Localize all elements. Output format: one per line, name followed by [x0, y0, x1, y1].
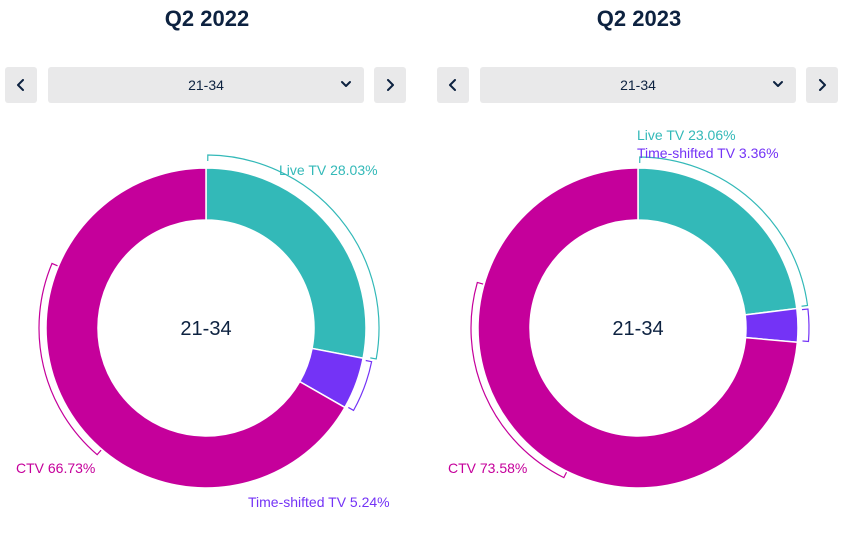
- slice-ctv[interactable]: [477, 167, 799, 489]
- data-label-time-shifted-tv: Time-shifted TV 5.24%: [248, 494, 390, 510]
- next-button[interactable]: [374, 67, 406, 103]
- previous-button[interactable]: [437, 67, 469, 103]
- donut-chart: 21-34 Live TV 28.03% Time-shifted TV 5.24…: [16, 154, 390, 510]
- donut-chart: 21-34 Live TV 23.06% Time-shifted TV 3.36…: [448, 127, 810, 489]
- slice-ctv[interactable]: [45, 167, 346, 489]
- age-group-select-value: 21-34: [188, 77, 224, 93]
- chevron-down-icon: [773, 81, 783, 87]
- center-label: 21-34: [180, 318, 231, 340]
- label-bracket-live-tv: [639, 156, 809, 307]
- chart-title: Q2 2022: [164, 6, 250, 31]
- label-bracket-ctv: [38, 262, 102, 456]
- data-label-ctv: CTV 73.58%: [448, 460, 527, 476]
- label-bracket-time-shifted-tv: [348, 359, 373, 412]
- data-label-live-tv: Live TV 28.03%: [279, 162, 378, 178]
- data-label-time-shifted-tv: Time-shifted TV 3.36%: [637, 145, 779, 161]
- chart-title: Q2 2023: [596, 6, 682, 31]
- data-label-ctv: CTV 66.73%: [16, 460, 95, 476]
- chevron-right-icon: [819, 79, 826, 91]
- chevron-down-icon: [341, 81, 351, 87]
- chevron-right-icon: [387, 79, 394, 91]
- age-group-select[interactable]: 21-34: [480, 67, 796, 103]
- slice-live-tv[interactable]: [637, 167, 798, 316]
- chevron-left-icon: [17, 79, 24, 91]
- chart-panel-q2-2023: Q2 2023 21-34 21-34 Live TV 23.06% Time-s…: [434, 0, 844, 533]
- previous-button[interactable]: [5, 67, 37, 103]
- chevron-left-icon: [449, 79, 456, 91]
- slice-time-shifted-tv[interactable]: [744, 307, 799, 344]
- center-label: 21-34: [612, 318, 663, 340]
- next-button[interactable]: [806, 67, 838, 103]
- data-label-live-tv: Live TV 23.06%: [637, 127, 736, 143]
- age-group-select-value: 21-34: [620, 77, 656, 93]
- label-bracket-ctv: [470, 281, 568, 479]
- slice-live-tv[interactable]: [205, 167, 367, 360]
- chart-panel-q2-2022: Q2 2022 21-34 21-34 Live TV 28.03% Time-s…: [2, 0, 412, 533]
- label-bracket-time-shifted-tv: [801, 308, 810, 343]
- age-group-select[interactable]: 21-34: [48, 67, 364, 103]
- label-bracket-live-tv: [207, 154, 380, 360]
